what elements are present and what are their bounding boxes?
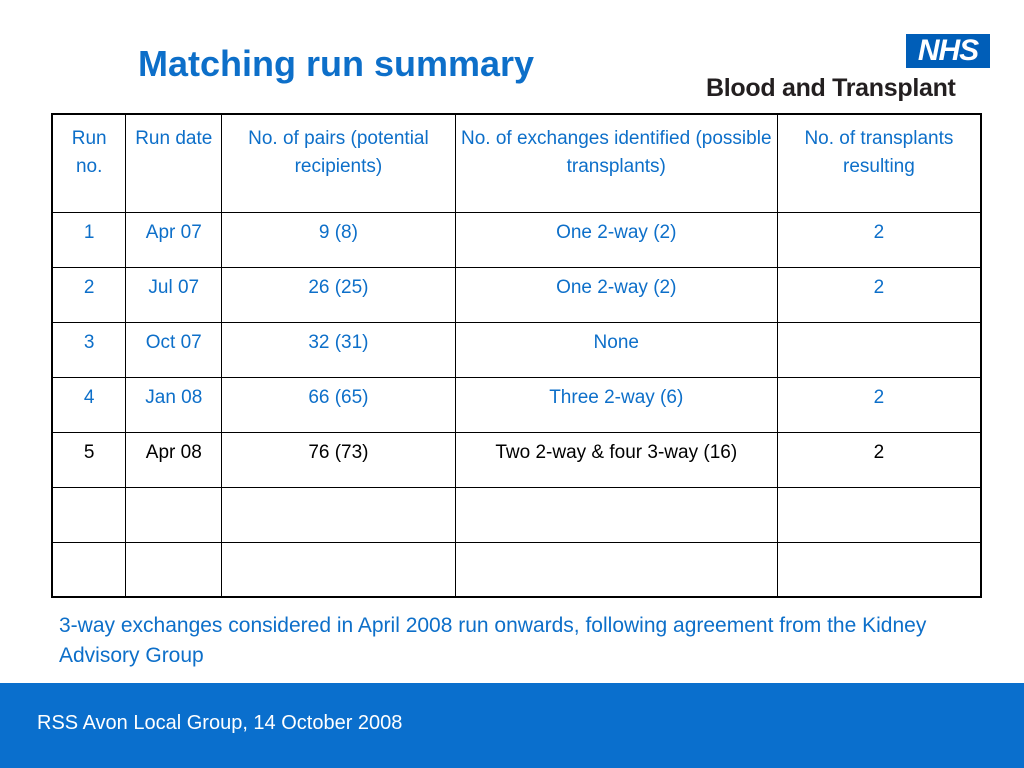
cell-run-no: 2 <box>51 266 127 323</box>
cell-transplants: 2 <box>776 431 982 488</box>
cell-exchanges: Three 2-way (6) <box>454 376 778 433</box>
cell-run-no: 4 <box>51 376 127 433</box>
cell-run-date: Apr 07 <box>125 211 223 268</box>
cell-pairs: 66 (65) <box>221 376 456 433</box>
cell-exchanges: Two 2-way & four 3-way (16) <box>454 431 778 488</box>
slide-title: Matching run summary <box>138 43 535 84</box>
cell-pairs: 76 (73) <box>221 431 456 488</box>
header-run-no: Run no. <box>51 113 127 213</box>
header-pairs: No. of pairs (potential recipients) <box>221 113 456 213</box>
table-row <box>51 486 982 543</box>
header-transplants: No. of transplants resulting <box>776 113 982 213</box>
nhs-logo: NHS Blood and Transplant <box>706 34 996 104</box>
footer-bar: RSS Avon Local Group, 14 October 2008 <box>0 683 1024 768</box>
cell-exchanges <box>454 541 778 598</box>
cell-run-no <box>51 486 127 543</box>
cell-run-no: 5 <box>51 431 127 488</box>
table-row: 5 Apr 08 76 (73) Two 2-way & four 3-way … <box>51 431 982 488</box>
cell-transplants: 2 <box>776 266 982 323</box>
cell-exchanges: One 2-way (2) <box>454 211 778 268</box>
cell-run-no: 3 <box>51 321 127 378</box>
cell-transplants <box>776 541 982 598</box>
table-row: 4 Jan 08 66 (65) Three 2-way (6) 2 <box>51 376 982 433</box>
nhs-badge: NHS <box>906 34 990 68</box>
cell-pairs: 9 (8) <box>221 211 456 268</box>
cell-pairs: 32 (31) <box>221 321 456 378</box>
table-row: 1 Apr 07 9 (8) One 2-way (2) 2 <box>51 211 982 268</box>
cell-transplants: 2 <box>776 211 982 268</box>
table-row: 3 Oct 07 32 (31) None <box>51 321 982 378</box>
cell-pairs <box>221 541 456 598</box>
footnote: 3-way exchanges considered in April 2008… <box>59 614 927 667</box>
cell-run-date <box>125 541 223 598</box>
cell-transplants <box>776 321 982 378</box>
cell-pairs <box>221 486 456 543</box>
cell-exchanges: None <box>454 321 778 378</box>
cell-run-date: Jan 08 <box>125 376 223 433</box>
cell-run-no: 1 <box>51 211 127 268</box>
table-header-row: Run no. Run date No. of pairs (potential… <box>51 113 982 213</box>
cell-run-date: Jul 07 <box>125 266 223 323</box>
run-summary-table: Run no. Run date No. of pairs (potential… <box>51 113 982 598</box>
cell-transplants: 2 <box>776 376 982 433</box>
table-row: 2 Jul 07 26 (25) One 2-way (2) 2 <box>51 266 982 323</box>
cell-exchanges <box>454 486 778 543</box>
cell-pairs: 26 (25) <box>221 266 456 323</box>
cell-run-no <box>51 541 127 598</box>
nhs-logo-subtitle: Blood and Transplant <box>706 74 956 102</box>
cell-run-date: Oct 07 <box>125 321 223 378</box>
header-exchanges: No. of exchanges identified (possible tr… <box>454 113 778 213</box>
footer-text: RSS Avon Local Group, 14 October 2008 <box>37 712 403 734</box>
cell-run-date: Apr 08 <box>125 431 223 488</box>
table-row <box>51 541 982 598</box>
cell-transplants <box>776 486 982 543</box>
cell-exchanges: One 2-way (2) <box>454 266 778 323</box>
cell-run-date <box>125 486 223 543</box>
header-run-date: Run date <box>125 113 223 213</box>
